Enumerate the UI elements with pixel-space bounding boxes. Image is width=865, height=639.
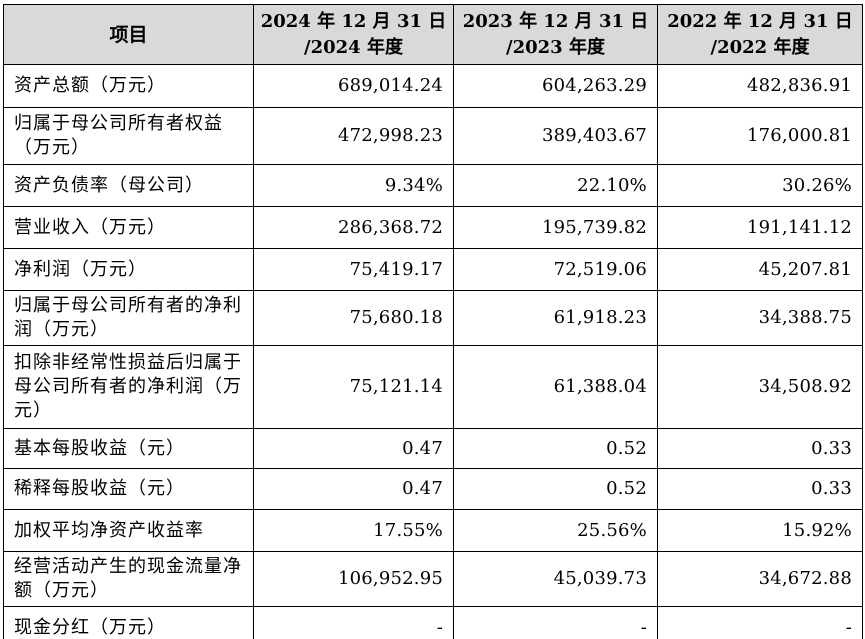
header-2023-date: 2023 年 12 月 31 日 (462, 10, 649, 32)
header-2024: 2024 年 12 月 31 日 /2024 年度 (253, 4, 454, 65)
row-basic-eps: 基本每股收益（元） 0.47 0.52 0.33 (3, 428, 863, 469)
value-2023: 61,388.04 (453, 345, 658, 429)
value-2024: 75,419.17 (253, 248, 454, 291)
value-2022: 15.92% (657, 509, 863, 552)
value-2023: - (453, 606, 658, 639)
row-label: 营业收入（万元） (3, 206, 254, 249)
row-net-profit: 净利润（万元） 75,419.17 72,519.06 45,207.81 (3, 248, 863, 291)
header-2023: 2023 年 12 月 31 日 /2023 年度 (453, 4, 658, 65)
value-2022: 34,672.88 (657, 551, 863, 607)
value-2024: 75,121.14 (253, 345, 454, 429)
row-diluted-eps: 稀释每股收益（元） 0.47 0.52 0.33 (3, 468, 863, 510)
row-parent-equity: 归属于母公司所有者权益（万元） 472,998.23 389,403.67 17… (3, 107, 863, 165)
row-parent-net-profit: 归属于母公司所有者的净利润（万元） 75,680.18 61,918.23 34… (3, 290, 863, 346)
row-label: 归属于母公司所有者权益（万元） (3, 107, 254, 165)
value-2022: 176,000.81 (657, 107, 863, 165)
value-2022: 34,388.75 (657, 290, 863, 346)
row-label: 现金分红（万元） (3, 606, 254, 639)
row-total-assets: 资产总额（万元） 689,014.24 604,263.29 482,836.9… (3, 64, 863, 108)
header-2022-date: 2022 年 12 月 31 日 (667, 10, 853, 32)
value-2024: 9.34% (253, 164, 454, 207)
value-2024: 0.47 (253, 468, 454, 510)
value-2024: 17.55% (253, 509, 454, 552)
value-2024: 286,368.72 (253, 206, 454, 249)
value-2022: 30.26% (657, 164, 863, 207)
header-2023-year: /2023 年度 (506, 36, 605, 58)
value-2022: 0.33 (657, 468, 863, 510)
value-2024: 106,952.95 (253, 551, 454, 607)
value-2023: 72,519.06 (453, 248, 658, 291)
row-debt-ratio: 资产负债率（母公司） 9.34% 22.10% 30.26% (3, 164, 863, 207)
value-2023: 61,918.23 (453, 290, 658, 346)
value-2023: 45,039.73 (453, 551, 658, 607)
value-2023: 604,263.29 (453, 64, 658, 108)
value-2022: 191,141.12 (657, 206, 863, 249)
value-2023: 389,403.67 (453, 107, 658, 165)
value-2024: - (253, 606, 454, 639)
row-label: 净利润（万元） (3, 248, 254, 291)
financial-indicators-table: 项目 2024 年 12 月 31 日 /2024 年度 2023 年 12 月… (3, 4, 863, 639)
row-label: 资产负债率（母公司） (3, 164, 254, 207)
row-cash-dividend: 现金分红（万元） - - - (3, 606, 863, 639)
value-2022: - (657, 606, 863, 639)
row-adjusted-net-profit: 扣除非经常性损益后归属于母公司所有者的净利润（万元） 75,121.14 61,… (3, 345, 863, 429)
value-2022: 45,207.81 (657, 248, 863, 291)
value-2023: 0.52 (453, 468, 658, 510)
row-label: 基本每股收益（元） (3, 428, 254, 469)
value-2024: 689,014.24 (253, 64, 454, 108)
value-2022: 34,508.92 (657, 345, 863, 429)
header-row: 项目 2024 年 12 月 31 日 /2024 年度 2023 年 12 月… (3, 4, 863, 65)
value-2023: 22.10% (453, 164, 658, 207)
value-2022: 482,836.91 (657, 64, 863, 108)
header-2024-year: /2024 年度 (304, 36, 403, 58)
value-2023: 25.56% (453, 509, 658, 552)
table-header: 项目 2024 年 12 月 31 日 /2024 年度 2023 年 12 月… (3, 4, 863, 65)
table-body: 资产总额（万元） 689,014.24 604,263.29 482,836.9… (3, 64, 863, 639)
value-2024: 75,680.18 (253, 290, 454, 346)
header-item-label: 项目 (109, 23, 148, 46)
value-2024: 0.47 (253, 428, 454, 469)
row-label: 扣除非经常性损益后归属于母公司所有者的净利润（万元） (3, 345, 254, 429)
row-weighted-roe: 加权平均净资产收益率 17.55% 25.56% 15.92% (3, 509, 863, 552)
value-2022: 0.33 (657, 428, 863, 469)
row-label: 资产总额（万元） (3, 64, 254, 108)
row-label: 加权平均净资产收益率 (3, 509, 254, 552)
header-2022-year: /2022 年度 (710, 36, 810, 58)
value-2023: 0.52 (453, 428, 658, 469)
header-2024-date: 2024 年 12 月 31 日 (260, 10, 447, 32)
row-operating-cash-flow: 经营活动产生的现金流量净额（万元） 106,952.95 45,039.73 3… (3, 551, 863, 607)
header-2022: 2022 年 12 月 31 日 /2022 年度 (657, 4, 863, 65)
row-label: 稀释每股收益（元） (3, 468, 254, 510)
row-revenue: 营业收入（万元） 286,368.72 195,739.82 191,141.1… (3, 206, 863, 249)
row-label: 归属于母公司所有者的净利润（万元） (3, 290, 254, 346)
value-2023: 195,739.82 (453, 206, 658, 249)
row-label: 经营活动产生的现金流量净额（万元） (3, 551, 254, 607)
header-item: 项目 (3, 4, 254, 65)
value-2024: 472,998.23 (253, 107, 454, 165)
